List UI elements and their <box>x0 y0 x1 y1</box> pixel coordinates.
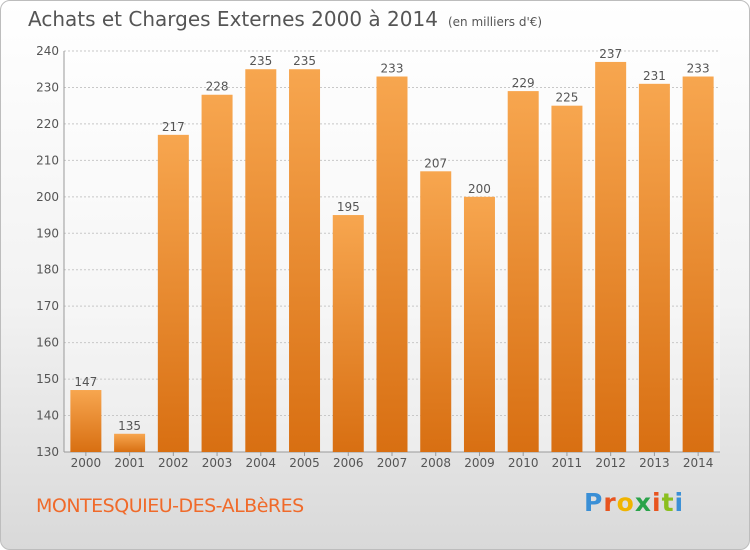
y-tick-label: 200 <box>36 190 59 204</box>
bar <box>682 76 714 452</box>
bar-value-label: 229 <box>512 76 535 90</box>
bar <box>114 433 146 452</box>
x-tick-label: 2001 <box>114 456 145 470</box>
bar <box>289 69 321 453</box>
bar-value-label: 147 <box>74 375 97 389</box>
y-tick-label: 210 <box>36 153 59 167</box>
y-tick-label: 140 <box>36 409 59 423</box>
x-tick-label: 2002 <box>158 456 189 470</box>
bar <box>376 76 408 452</box>
y-tick-label: 240 <box>36 44 59 58</box>
bar <box>332 215 364 452</box>
x-tick-label: 2000 <box>71 456 102 470</box>
y-tick-label: 160 <box>36 336 59 350</box>
y-tick-label: 190 <box>36 226 59 240</box>
bar <box>638 83 670 453</box>
bar-value-label: 233 <box>381 62 404 76</box>
bar-value-label: 235 <box>249 54 272 68</box>
brand-logo: Proxiti <box>584 488 684 517</box>
bar-value-label: 237 <box>599 47 622 61</box>
title-text: Achats et Charges Externes 2000 à 2014 <box>28 7 438 31</box>
bar <box>595 61 627 452</box>
bar <box>245 69 277 453</box>
bar <box>551 105 583 452</box>
bar-value-label: 200 <box>468 182 491 196</box>
x-tick-label: 2012 <box>595 456 626 470</box>
bar <box>420 171 452 453</box>
x-tick-label: 2003 <box>202 456 233 470</box>
brand-letter: i <box>652 488 662 517</box>
x-tick-label: 2008 <box>420 456 451 470</box>
brand-letter: i <box>674 488 685 517</box>
bar <box>201 94 233 452</box>
bar-value-label: 233 <box>687 62 710 76</box>
bar-value-label: 207 <box>424 156 447 170</box>
brand-letter: t <box>661 488 675 517</box>
bar-value-label: 225 <box>555 91 578 105</box>
bar-value-label: 228 <box>206 80 229 94</box>
y-tick-label: 230 <box>36 80 59 94</box>
x-tick-label: 2010 <box>508 456 539 470</box>
chart-title: Achats et Charges Externes 2000 à 2014 (e… <box>28 7 542 31</box>
x-tick-label: 2007 <box>377 456 408 470</box>
x-tick-label: 2013 <box>639 456 670 470</box>
y-tick-label: 130 <box>36 445 59 459</box>
bar-value-label: 195 <box>337 200 360 214</box>
brand-letter: o <box>616 488 635 517</box>
bar <box>463 196 495 452</box>
bar <box>157 134 189 452</box>
bar-value-label: 235 <box>293 54 316 68</box>
bar-value-label: 231 <box>643 69 666 83</box>
y-tick-label: 150 <box>36 372 59 386</box>
x-tick-label: 2009 <box>464 456 495 470</box>
bar-value-label: 217 <box>162 120 185 134</box>
bar-value-label: 135 <box>118 419 141 433</box>
y-tick-label: 170 <box>36 299 59 313</box>
unit-label: (en milliers d'€) <box>447 15 543 29</box>
x-tick-label: 2014 <box>683 456 714 470</box>
brand-letter: r <box>603 488 617 517</box>
brand-letter: x <box>634 488 652 517</box>
x-tick-label: 2006 <box>333 456 364 470</box>
y-tick-label: 180 <box>36 263 59 277</box>
bar <box>507 91 539 452</box>
x-tick-label: 2011 <box>552 456 583 470</box>
bar <box>70 390 102 452</box>
x-tick-label: 2004 <box>246 456 277 470</box>
location-label: MONTESQUIEU-DES-ALBèRES <box>36 495 304 517</box>
x-tick-label: 2005 <box>289 456 320 470</box>
brand-letter: P <box>584 488 604 517</box>
y-tick-label: 220 <box>36 117 59 131</box>
